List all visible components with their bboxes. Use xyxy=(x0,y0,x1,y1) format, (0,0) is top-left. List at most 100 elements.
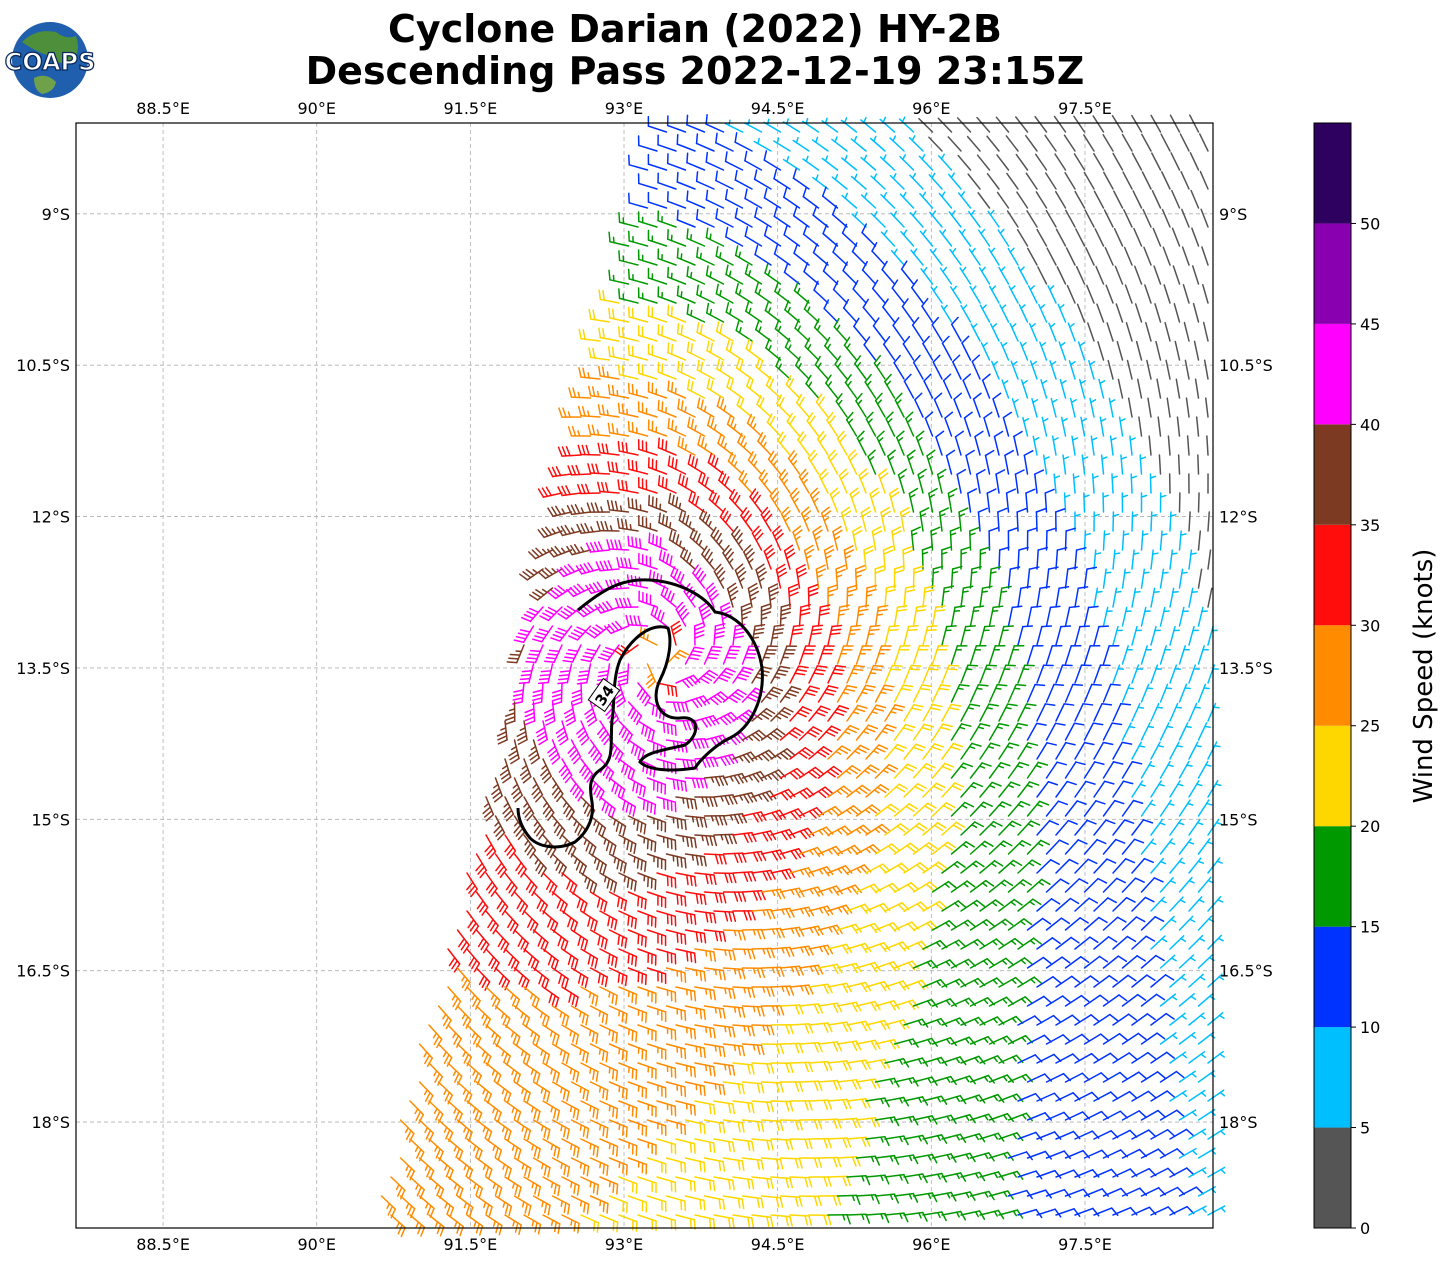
wind-barb xyxy=(789,665,809,684)
wind-barb xyxy=(991,360,1000,380)
wind-barb xyxy=(1036,625,1053,646)
wind-barb xyxy=(516,720,528,745)
wind-barb xyxy=(1002,411,1013,437)
wind-barb xyxy=(567,739,582,765)
wind-barb xyxy=(1165,359,1171,380)
wind-barb xyxy=(648,494,668,513)
wind-barb xyxy=(1045,722,1066,741)
wind-barb xyxy=(1159,722,1173,741)
wind-barb xyxy=(1029,360,1038,380)
wind-barb xyxy=(1083,530,1091,551)
wind-barb xyxy=(912,354,924,380)
lat-tick-label-right: 13.5°S xyxy=(1219,659,1273,678)
wind-barb xyxy=(893,604,908,627)
wind-barb xyxy=(637,325,658,342)
wind-barb xyxy=(969,723,991,741)
wind-barb xyxy=(713,563,726,589)
wind-barb xyxy=(547,585,573,600)
wind-barb xyxy=(638,552,658,570)
wind-barb xyxy=(947,136,962,152)
wind-barb xyxy=(865,664,884,684)
wind-barb xyxy=(873,354,886,380)
wind-barb xyxy=(746,413,763,437)
wind-barb xyxy=(543,701,556,726)
wind-barb xyxy=(705,582,719,608)
wind-barb xyxy=(892,317,905,342)
wind-barb xyxy=(686,190,706,209)
wind-barb xyxy=(608,231,630,247)
wind-barb xyxy=(696,246,715,266)
wind-barb xyxy=(607,461,630,475)
wind-barb xyxy=(938,191,953,209)
wind-barb xyxy=(1075,265,1086,285)
wind-barb xyxy=(558,758,573,784)
wind-barb xyxy=(647,343,668,361)
wind-barb xyxy=(1201,246,1209,266)
wind-barb xyxy=(1173,302,1181,323)
wind-barb xyxy=(1045,527,1057,551)
wind-barb xyxy=(627,497,649,513)
wind-barb xyxy=(1158,454,1162,475)
wind-barb xyxy=(772,525,784,551)
wind-barb xyxy=(743,544,755,570)
wind-barb xyxy=(865,744,889,760)
wind-barb xyxy=(724,151,744,171)
wind-barb xyxy=(969,565,982,589)
wind-barb xyxy=(1040,379,1048,399)
wind-barb xyxy=(1084,209,1095,228)
wind-barb xyxy=(556,524,582,537)
wind-barb xyxy=(741,645,760,665)
wind-barb xyxy=(1159,606,1170,627)
wind-barb xyxy=(684,646,705,665)
wind-barb xyxy=(818,468,829,494)
wind-barb xyxy=(557,663,573,685)
wind-barb xyxy=(1142,208,1152,228)
wind-barb xyxy=(903,373,915,399)
wind-barb xyxy=(1025,488,1036,513)
wind-barb xyxy=(1060,416,1068,437)
wind-barb xyxy=(1203,359,1209,380)
wind-barb xyxy=(718,470,734,494)
wind-barb xyxy=(909,210,924,228)
wind-barb xyxy=(1170,152,1181,171)
wind-barb xyxy=(597,481,620,494)
wind-barb xyxy=(1133,265,1143,285)
wind-barb xyxy=(941,335,953,361)
wind-barb xyxy=(744,188,763,209)
wind-barb xyxy=(1103,209,1114,228)
wind-barb xyxy=(803,262,820,285)
wind-barb xyxy=(1175,378,1181,399)
lat-tick-label-right: 12°S xyxy=(1219,508,1258,527)
wind-barb xyxy=(1074,625,1091,646)
wind-barb xyxy=(1169,549,1178,570)
wind-barb xyxy=(499,758,512,784)
wind-barb xyxy=(1171,189,1181,209)
wind-barb xyxy=(1188,587,1198,608)
wind-barb xyxy=(890,210,905,228)
wind-barb xyxy=(880,506,891,532)
wind-barb xyxy=(580,644,601,663)
wind-barb xyxy=(638,514,658,532)
wind-barb xyxy=(1055,546,1068,570)
wind-barb xyxy=(587,424,611,437)
wind-barb xyxy=(1112,511,1120,532)
wind-barb xyxy=(1026,210,1038,228)
wind-barb xyxy=(822,261,839,285)
wind-barb xyxy=(903,664,922,684)
wind-barb xyxy=(1129,435,1136,456)
wind-barb xyxy=(732,751,758,764)
wind-barb xyxy=(846,664,865,684)
wind-barb xyxy=(577,405,601,418)
wind-barb xyxy=(798,468,810,494)
wind-barb xyxy=(1102,133,1114,152)
lat-tick-label-left: 16.5°S xyxy=(16,962,70,981)
wind-barb xyxy=(1054,190,1067,209)
wind-barb xyxy=(696,359,715,380)
colorbar-tick-label: 0 xyxy=(1360,1219,1370,1238)
wind-barb xyxy=(871,526,883,551)
wind-barb xyxy=(1019,341,1029,361)
wind-barb xyxy=(594,600,620,614)
wind-barb xyxy=(979,304,991,323)
wind-barb xyxy=(537,486,563,498)
wind-barb xyxy=(1092,115,1105,133)
